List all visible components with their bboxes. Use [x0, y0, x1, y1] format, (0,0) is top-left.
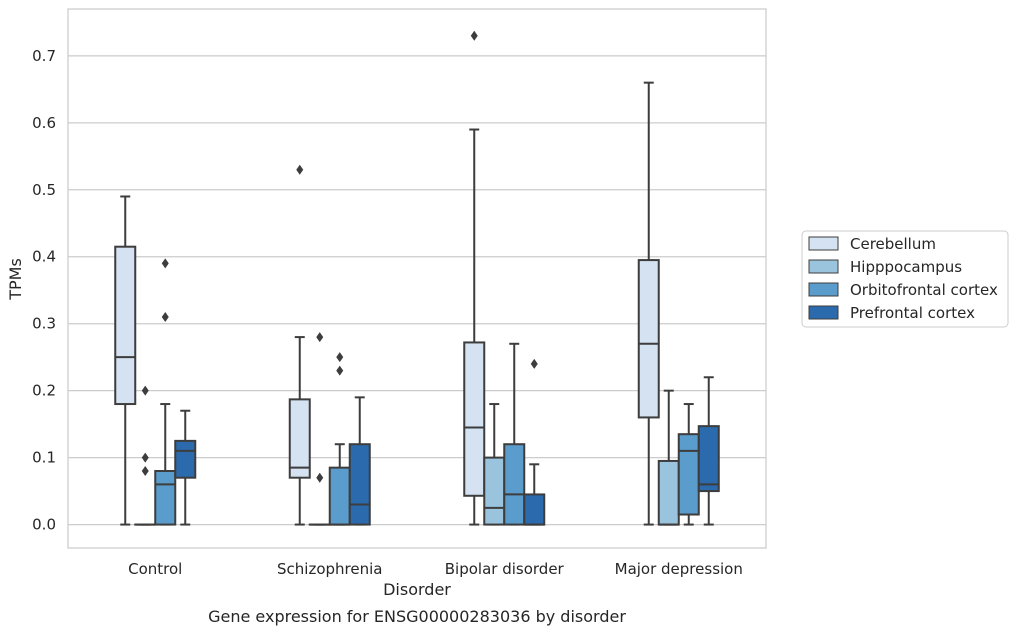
legend: Cerebellum Hipppocampus Orbitofrontal cort… [801, 230, 1009, 328]
box-iqr [483, 456, 506, 526]
series-orbitofrontal-cortex [154, 258, 700, 526]
legend-swatch [808, 236, 839, 251]
box-schizophrenia [308, 332, 331, 526]
grid-lines [68, 55, 766, 526]
box-iqr [348, 443, 371, 526]
legend-swatch [808, 305, 839, 320]
box-iqr [657, 459, 680, 526]
outlier-point [141, 452, 149, 463]
legend-label: Cerebellum [850, 235, 936, 253]
box-bipolar-disorder [523, 358, 546, 526]
legend-frame [801, 230, 1009, 328]
box-bipolar-disorder [483, 403, 506, 526]
series-hipppocampus [134, 332, 680, 526]
box-bipolar-disorder [463, 30, 486, 526]
box-iqr [288, 398, 311, 479]
y-tick-labels: 0.0 0.1 0.2 0.3 0.4 0.5 0.6 0.7 [32, 47, 56, 534]
legend-swatch [808, 259, 839, 274]
series-cerebellum [114, 30, 660, 526]
legend-item: Cerebellum [808, 235, 936, 253]
box-bipolar-disorder [503, 342, 526, 526]
outlier-point [161, 312, 169, 322]
x-tick-label: Major depression [615, 560, 743, 578]
legend-swatch [808, 282, 839, 297]
box-iqr [677, 433, 700, 516]
y-tick-label: 0.1 [32, 449, 56, 467]
box-plot-series [114, 30, 720, 526]
outlier-point [470, 30, 478, 41]
x-tick-label: Control [128, 560, 182, 578]
y-tick-label: 0.7 [32, 47, 56, 65]
box-schizophrenia [328, 352, 351, 526]
x-axis-label: Disorder [383, 580, 451, 599]
outlier-point [530, 358, 538, 369]
y-tick-label: 0.4 [32, 248, 56, 266]
box-iqr [523, 493, 546, 526]
y-tick-label: 0.2 [32, 382, 56, 400]
outlier-point [296, 164, 304, 175]
x-tick-label: Schizophrenia [277, 560, 382, 578]
box-iqr [154, 470, 177, 526]
box-iqr [174, 439, 197, 479]
outlier-point [141, 466, 149, 476]
box-control [174, 409, 197, 526]
box-schizophrenia [288, 164, 311, 526]
box-major-depression [677, 403, 700, 526]
box-major-depression [637, 81, 660, 526]
box-iqr [637, 259, 660, 419]
outlier-point [316, 472, 324, 483]
y-tick-label: 0.3 [32, 315, 56, 333]
box-iqr [697, 425, 720, 493]
box-major-depression [697, 376, 720, 526]
outlier-point [141, 385, 149, 396]
series-prefrontal-cortex [174, 358, 720, 526]
plot-frame [67, 8, 767, 549]
legend-label: Orbitofrontal cortex [850, 281, 998, 299]
y-axis-label: TPMs [6, 258, 25, 301]
legend-label: Prefrontal cortex [850, 304, 975, 322]
legend-item: Prefrontal cortex [808, 304, 975, 322]
outlier-point [161, 258, 169, 269]
x-tick-label: Bipolar disorder [445, 560, 565, 578]
outlier-point [336, 352, 344, 363]
box-iqr [463, 341, 486, 497]
box-iqr [114, 245, 137, 406]
box-iqr [503, 443, 526, 526]
y-tick-label: 0.0 [32, 516, 56, 534]
box-control [154, 258, 177, 526]
outlier-point [336, 365, 344, 376]
box-control [134, 385, 157, 526]
chart-caption: Gene expression for ENSG00000283036 by d… [208, 607, 626, 626]
outlier-point [316, 332, 324, 343]
y-tick-label: 0.6 [32, 114, 56, 132]
legend-item: Hipppocampus [808, 258, 962, 276]
box-iqr [328, 466, 351, 526]
x-tick-labels: Control Schizophrenia Bipolar disorder Majo… [128, 560, 743, 578]
box-schizophrenia [348, 396, 371, 526]
legend-label: Hipppocampus [850, 258, 962, 276]
legend-item: Orbitofrontal cortex [808, 281, 998, 299]
box-control [114, 195, 137, 526]
y-tick-label: 0.5 [32, 181, 56, 199]
